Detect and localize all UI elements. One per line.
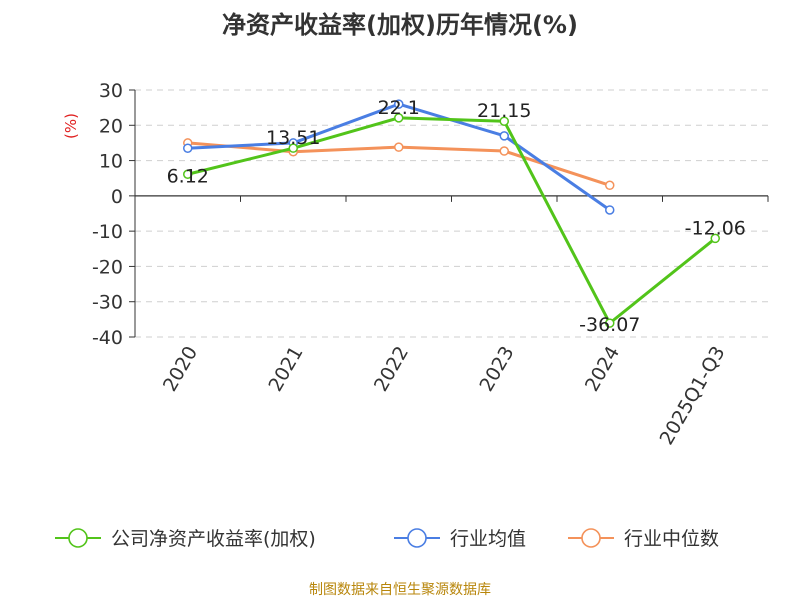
series-line [187, 116, 717, 325]
x-category-label: 2020 [159, 343, 202, 396]
y-tick-label: 0 [111, 186, 123, 208]
legend-marker [407, 528, 427, 548]
y-tick-label: -40 [92, 327, 123, 349]
series-0 [183, 113, 720, 328]
data-point [499, 131, 509, 141]
legend-marker [68, 528, 88, 548]
data-point [710, 233, 720, 244]
data-point [605, 318, 615, 328]
legend-label: 公司净资产收益率(加权) [111, 528, 316, 550]
y-tick-label: -10 [92, 221, 123, 243]
data-point [605, 205, 615, 215]
data-point [394, 113, 404, 123]
data-label: 22.1 [378, 97, 420, 119]
axes: 30 20 10 0 -10 -20 -30 -40 2020 2021 2022 2023 2024 2… [92, 80, 769, 449]
x-category-label: 2025Q1-Q3 [656, 343, 730, 449]
gridlines [135, 89, 768, 338]
legend-label: 行业均值 [450, 528, 526, 550]
data-label: -36.07 [579, 314, 640, 336]
series-1 [183, 99, 615, 215]
legend-item: 行业中位数 [568, 528, 719, 550]
legend: 公司净资产收益率(加权) 行业均值 行业中位数 [55, 528, 719, 550]
x-category-label: 2023 [475, 343, 518, 396]
x-category-label: 2022 [370, 343, 413, 396]
y-tick-label: 30 [99, 80, 123, 102]
y-tick-label: -20 [92, 256, 123, 278]
x-category-label: 2021 [264, 343, 307, 396]
data-label: 21.15 [477, 100, 531, 122]
data-point [183, 169, 193, 180]
data-labels: 6.12 13.51 22.1 21.15 -36.07 -12.06 [167, 97, 746, 336]
y-axis-unit-label: (%) [62, 113, 80, 139]
legend-marker [581, 528, 601, 548]
data-point [605, 180, 615, 191]
data-point [499, 116, 509, 126]
y-tick-label: 20 [99, 115, 123, 137]
data-point [394, 99, 404, 109]
legend-label: 行业中位数 [624, 528, 719, 550]
x-category-label: 2024 [581, 343, 624, 396]
y-tick-label: 10 [99, 151, 123, 173]
legend-item: 公司净资产收益率(加权) [55, 528, 316, 550]
series-lines [183, 99, 720, 328]
data-label: 6.12 [167, 165, 209, 187]
data-point [183, 143, 193, 153]
data-label: -12.06 [685, 217, 746, 239]
legend-item: 行业均值 [394, 528, 526, 550]
chart-title: 净资产收益率(加权)历年情况(%) [222, 11, 578, 39]
y-tick-label: -30 [92, 292, 123, 314]
data-point [288, 143, 298, 153]
data-point [394, 142, 404, 152]
source-note: 制图数据来自恒生聚源数据库 [309, 582, 491, 598]
data-label: 13.51 [266, 127, 320, 149]
data-point [499, 146, 509, 156]
